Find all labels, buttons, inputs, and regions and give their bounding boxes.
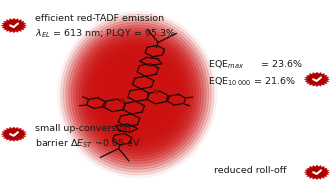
Ellipse shape	[98, 53, 177, 136]
Text: efficient red-TADF emission: efficient red-TADF emission	[35, 14, 164, 23]
Ellipse shape	[92, 47, 182, 142]
Text: $\lambda_{EL}$ = 613 nm; PLQY = 95.3%: $\lambda_{EL}$ = 613 nm; PLQY = 95.3%	[35, 28, 175, 40]
Ellipse shape	[90, 45, 185, 144]
Polygon shape	[1, 127, 26, 141]
Text: small up-conversion: small up-conversion	[35, 124, 130, 133]
Ellipse shape	[127, 83, 148, 106]
Circle shape	[5, 20, 23, 31]
Circle shape	[308, 74, 326, 84]
Polygon shape	[305, 165, 330, 180]
Ellipse shape	[114, 70, 161, 119]
Ellipse shape	[103, 58, 172, 131]
Text: reduced roll-off: reduced roll-off	[214, 166, 287, 175]
Circle shape	[5, 129, 23, 139]
Ellipse shape	[100, 56, 174, 133]
Ellipse shape	[61, 14, 214, 175]
Ellipse shape	[87, 42, 188, 147]
Text: EQE$_{10\,000}$ = 21.6%: EQE$_{10\,000}$ = 21.6%	[209, 75, 296, 88]
Ellipse shape	[108, 64, 166, 125]
Ellipse shape	[121, 78, 153, 111]
Ellipse shape	[111, 67, 164, 122]
Circle shape	[308, 167, 326, 177]
Ellipse shape	[79, 33, 196, 156]
Ellipse shape	[74, 28, 201, 161]
Ellipse shape	[124, 81, 151, 108]
Polygon shape	[305, 72, 330, 87]
Ellipse shape	[116, 72, 159, 117]
Ellipse shape	[76, 31, 198, 158]
Ellipse shape	[106, 61, 169, 128]
Ellipse shape	[69, 22, 206, 167]
Ellipse shape	[119, 75, 156, 114]
Ellipse shape	[95, 50, 180, 139]
Ellipse shape	[135, 92, 140, 97]
Ellipse shape	[71, 25, 204, 164]
Ellipse shape	[84, 39, 190, 150]
Ellipse shape	[82, 36, 193, 153]
Ellipse shape	[63, 17, 212, 172]
Text: EQE$_{max}$      = 23.6%: EQE$_{max}$ = 23.6%	[209, 58, 304, 70]
Ellipse shape	[129, 86, 145, 103]
Polygon shape	[1, 18, 26, 33]
Text: barrier $\Delta E_{ST}$ ~0.05 eV: barrier $\Delta E_{ST}$ ~0.05 eV	[35, 137, 140, 150]
Ellipse shape	[132, 89, 143, 100]
Ellipse shape	[66, 20, 209, 169]
